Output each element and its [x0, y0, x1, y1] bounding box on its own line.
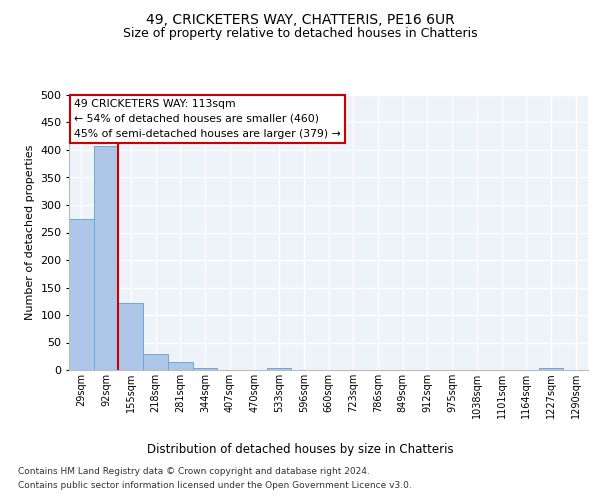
- Text: 49 CRICKETERS WAY: 113sqm
← 54% of detached houses are smaller (460)
45% of semi: 49 CRICKETERS WAY: 113sqm ← 54% of detac…: [74, 99, 341, 138]
- Text: Size of property relative to detached houses in Chatteris: Size of property relative to detached ho…: [122, 28, 478, 40]
- Text: Contains HM Land Registry data © Crown copyright and database right 2024.: Contains HM Land Registry data © Crown c…: [18, 468, 370, 476]
- Bar: [69, 219, 94, 370]
- Bar: [118, 303, 143, 370]
- Text: Distribution of detached houses by size in Chatteris: Distribution of detached houses by size …: [146, 442, 454, 456]
- Bar: [267, 368, 292, 370]
- Y-axis label: Number of detached properties: Number of detached properties: [25, 145, 35, 320]
- Bar: [168, 362, 193, 370]
- Text: Contains public sector information licensed under the Open Government Licence v3: Contains public sector information licen…: [18, 481, 412, 490]
- Bar: [539, 368, 563, 370]
- Bar: [94, 146, 118, 370]
- Text: 49, CRICKETERS WAY, CHATTERIS, PE16 6UR: 49, CRICKETERS WAY, CHATTERIS, PE16 6UR: [146, 12, 454, 26]
- Bar: [143, 354, 168, 370]
- Bar: [193, 368, 217, 370]
